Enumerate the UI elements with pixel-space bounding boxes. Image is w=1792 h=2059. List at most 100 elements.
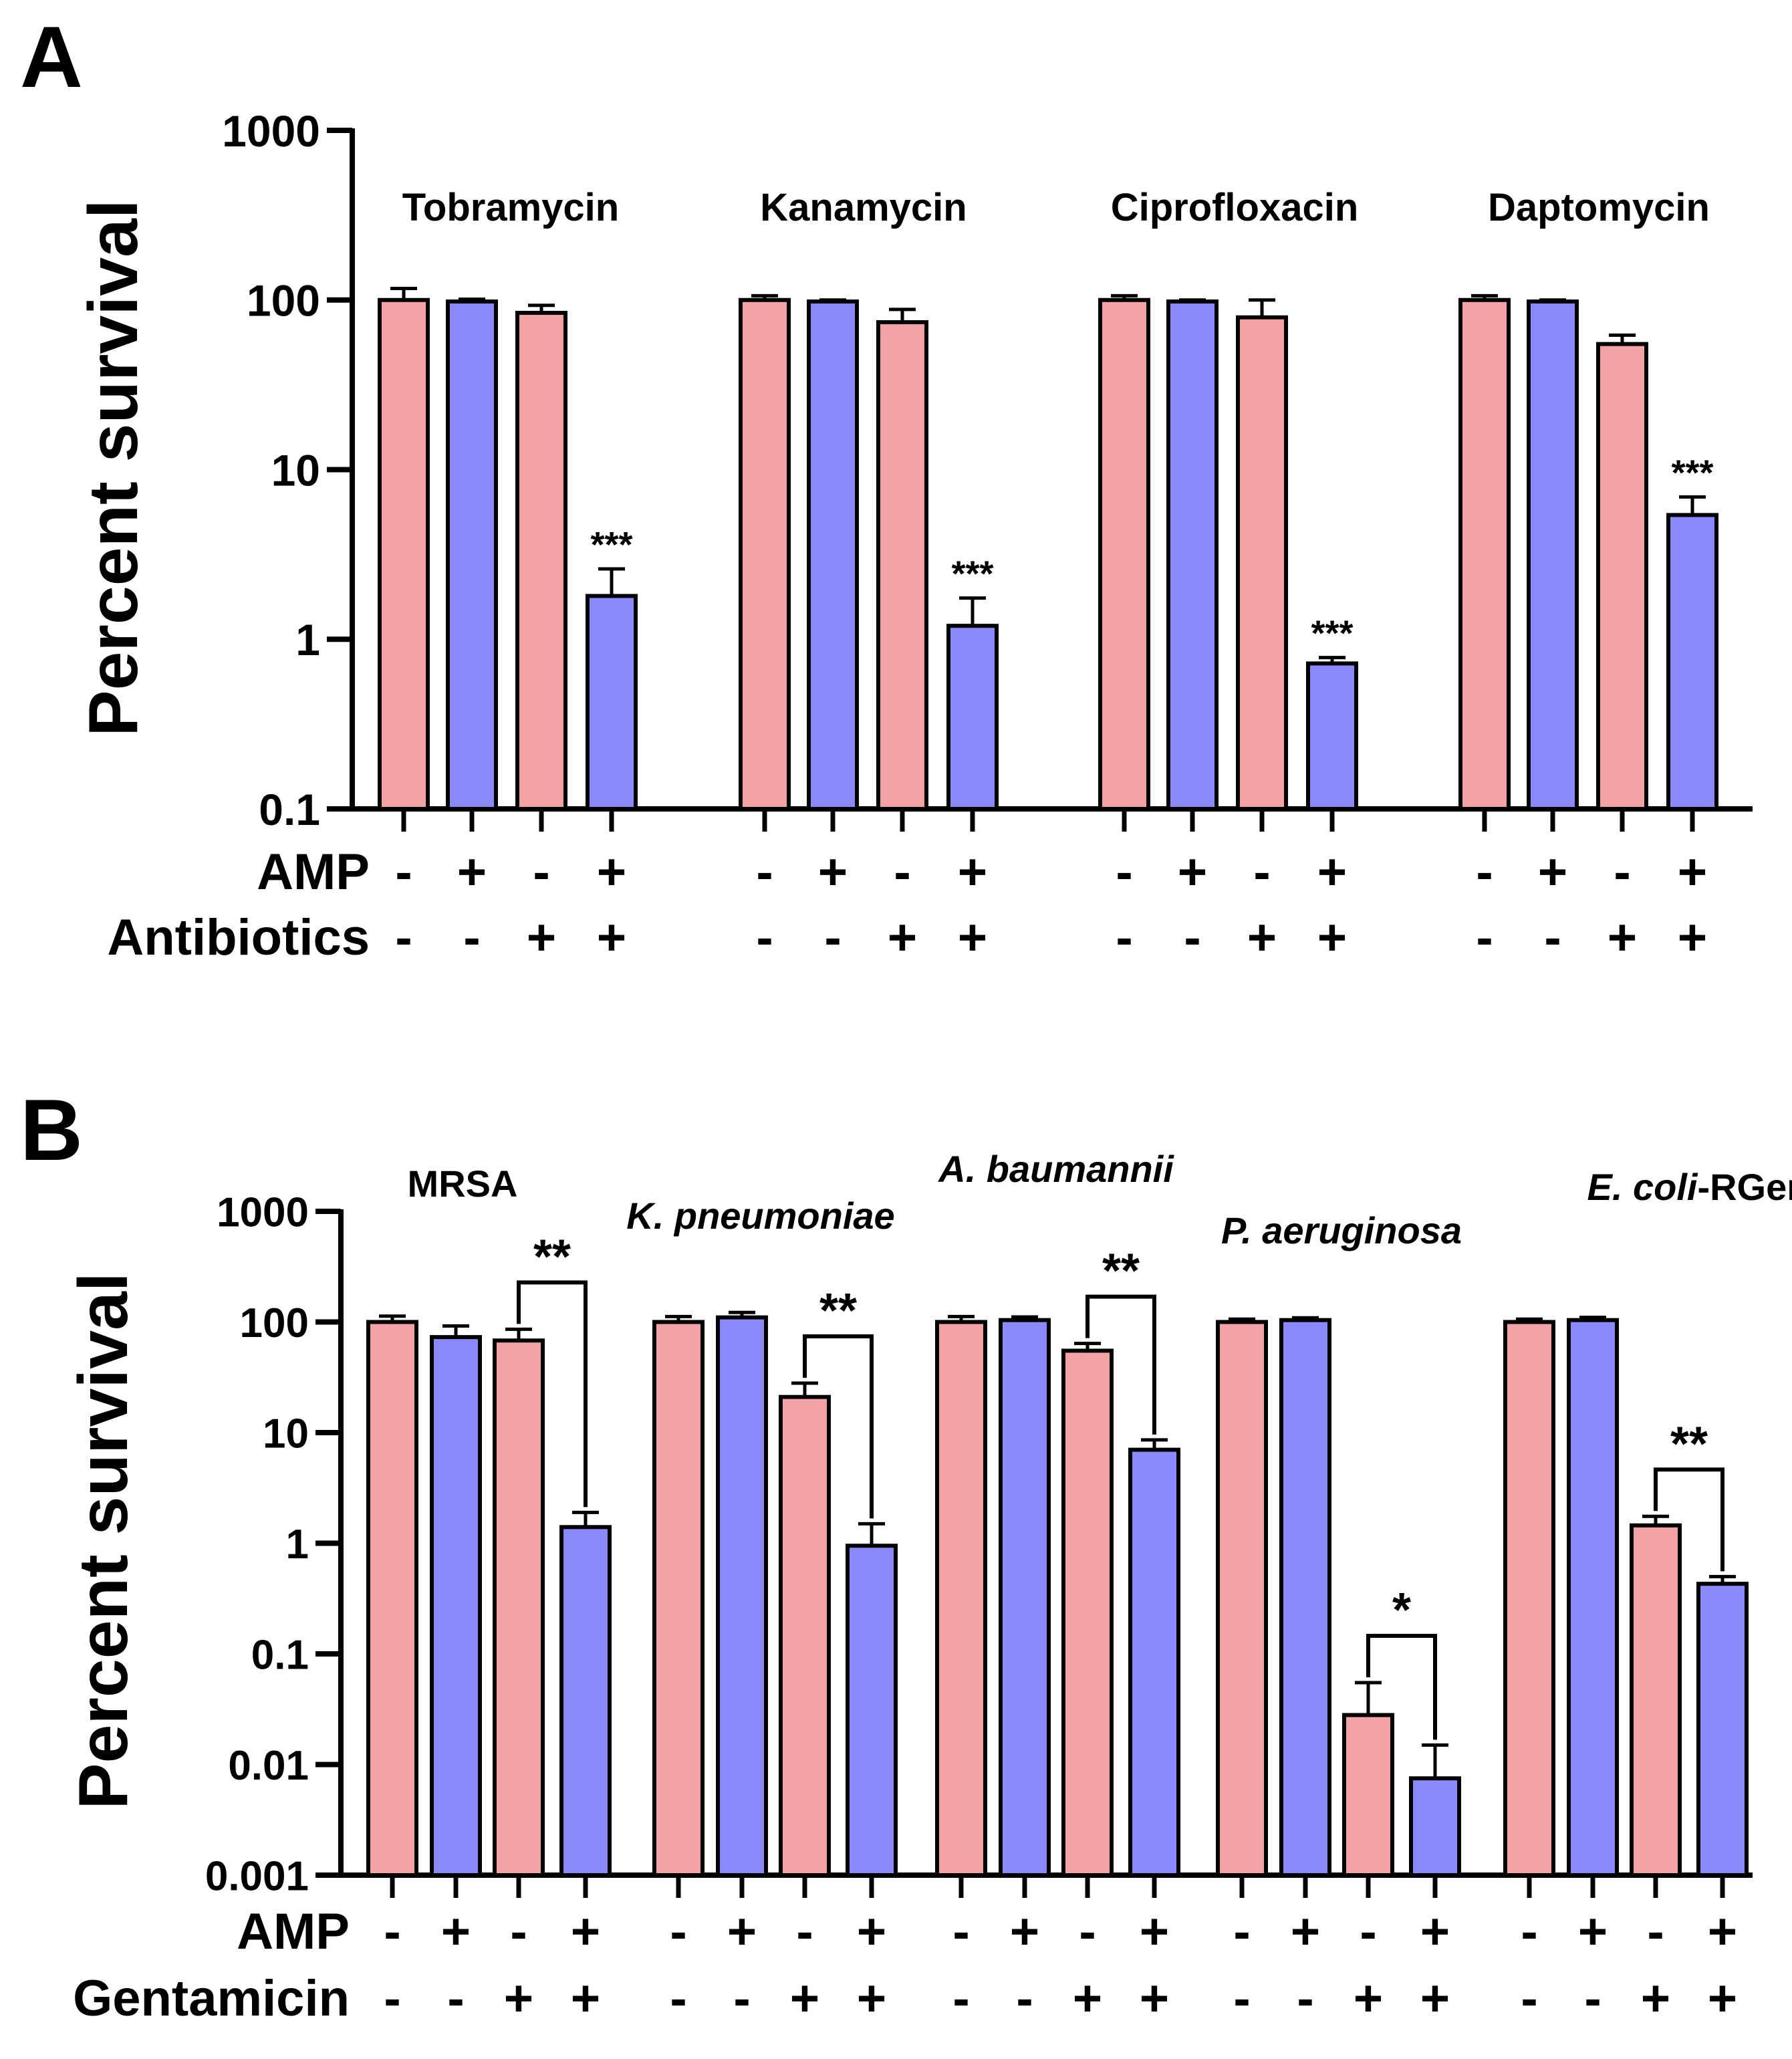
condition-sign: - xyxy=(952,1903,969,1960)
condition-sign: + xyxy=(1140,1970,1169,2027)
bar xyxy=(739,297,791,811)
condition-sign: - xyxy=(756,909,773,966)
condition-sign: + xyxy=(1678,844,1707,900)
bar xyxy=(1567,1318,1619,1878)
condition-sign: - xyxy=(894,844,910,900)
group-label: Kanamycin xyxy=(760,186,967,229)
y-tick-label: 10 xyxy=(263,1411,309,1457)
condition-sign: - xyxy=(1233,1970,1250,2027)
condition-sign: + xyxy=(790,1970,819,2027)
condition-sign: + xyxy=(1578,1903,1608,1960)
bar xyxy=(366,1320,418,1877)
group-label: Ciprofloxacin xyxy=(1111,186,1359,229)
y-tick-label: 1 xyxy=(286,1522,309,1568)
y-tick-label: 0.001 xyxy=(205,1853,309,1899)
condition-sign: - xyxy=(1544,909,1561,966)
bar xyxy=(515,310,567,812)
condition-sign: - xyxy=(1476,844,1493,900)
group-label: Tobramycin xyxy=(402,186,619,229)
condition-sign: + xyxy=(1010,1903,1039,1960)
y-axis-label: Percent survival xyxy=(65,1272,142,1810)
bar xyxy=(586,594,638,811)
condition-sign: + xyxy=(571,1970,600,2027)
bar xyxy=(946,624,999,812)
condition-sign: + xyxy=(1708,1970,1737,2027)
significance-label: *** xyxy=(590,525,632,565)
y-tick-label: 1000 xyxy=(217,1189,309,1235)
condition-sign: - xyxy=(1521,1970,1537,2027)
bar xyxy=(1236,315,1288,811)
condition-sign: + xyxy=(1641,1970,1670,2027)
y-tick-label: 0.1 xyxy=(259,785,320,834)
condition-sign: + xyxy=(727,1903,757,1960)
condition-sign: + xyxy=(1317,909,1347,966)
bar xyxy=(1128,1447,1180,1877)
condition-sign: - xyxy=(1297,1970,1313,2027)
condition-sign: + xyxy=(1073,1970,1102,2027)
condition-sign: - xyxy=(395,844,412,900)
significance-label: ** xyxy=(819,1284,857,1338)
condition-sign: - xyxy=(1253,844,1270,900)
condition-sign: - xyxy=(463,909,480,966)
condition-sign: + xyxy=(1291,1903,1320,1960)
bar xyxy=(1503,1320,1555,1877)
bar xyxy=(1216,1320,1268,1877)
condition-sign: - xyxy=(384,1970,400,2027)
bar xyxy=(378,297,430,811)
condition-sign: + xyxy=(597,909,626,966)
significance-label: ** xyxy=(533,1230,571,1284)
condition-sign: - xyxy=(756,844,773,900)
condition-sign: - xyxy=(1184,909,1200,966)
y-tick-label: 100 xyxy=(247,276,320,326)
bar xyxy=(1409,1776,1461,1877)
group-label-italic: E. coli xyxy=(1587,1166,1698,1208)
group-label: A. baumannii xyxy=(937,1148,1174,1190)
condition-sign: + xyxy=(1420,1970,1450,2027)
condition-sign: + xyxy=(1538,844,1567,900)
y-tick-label: 100 xyxy=(240,1300,309,1346)
condition-sign: + xyxy=(958,844,987,900)
condition-sign: + xyxy=(888,909,917,966)
significance-bracket xyxy=(803,1334,874,1519)
condition-sign: - xyxy=(1116,909,1132,966)
condition-sign: - xyxy=(1476,909,1493,966)
condition-sign: - xyxy=(1521,1903,1537,1960)
significance-label: *** xyxy=(1311,614,1353,654)
condition-sign: - xyxy=(447,1970,464,2027)
y-tick-label: 1000 xyxy=(222,106,320,156)
panel-label: B xyxy=(20,1081,83,1179)
bar xyxy=(1630,1523,1682,1878)
condition-sign: + xyxy=(1140,1903,1169,1960)
condition-sign: + xyxy=(1247,909,1277,966)
condition-sign: - xyxy=(1116,844,1132,900)
condition-sign: - xyxy=(670,1970,686,2027)
bar xyxy=(876,320,928,812)
condition-sign: + xyxy=(818,844,848,900)
bar xyxy=(1342,1713,1394,1878)
condition-sign: - xyxy=(533,844,549,900)
condition-sign: - xyxy=(1233,1903,1250,1960)
condition-sign: - xyxy=(1079,1903,1096,1960)
bar xyxy=(846,1544,898,1878)
significance-bracket xyxy=(1085,1294,1156,1435)
bar xyxy=(1061,1348,1114,1877)
significance-bracket xyxy=(1654,1467,1724,1572)
y-tick-label: 10 xyxy=(271,445,320,495)
group-label-suffix: -RGen xyxy=(1697,1166,1792,1208)
bar xyxy=(779,1395,831,1877)
condition-sign: - xyxy=(670,1903,686,1960)
condition-sign: - xyxy=(952,1970,969,2027)
group-label: K. pneumoniae xyxy=(626,1195,894,1237)
group-label: Daptomycin xyxy=(1488,186,1710,229)
group-label: E. coli-RGen xyxy=(1587,1166,1792,1208)
significance-bracket xyxy=(1366,1633,1437,1740)
condition-sign: + xyxy=(1354,1970,1383,2027)
bar xyxy=(716,1315,768,1877)
significance-label: ** xyxy=(1102,1245,1140,1298)
condition-label: AMP xyxy=(257,844,370,900)
bar xyxy=(1458,297,1511,811)
condition-sign: - xyxy=(796,1903,813,1960)
significance-label: *** xyxy=(1671,453,1713,493)
bar xyxy=(1527,299,1579,811)
